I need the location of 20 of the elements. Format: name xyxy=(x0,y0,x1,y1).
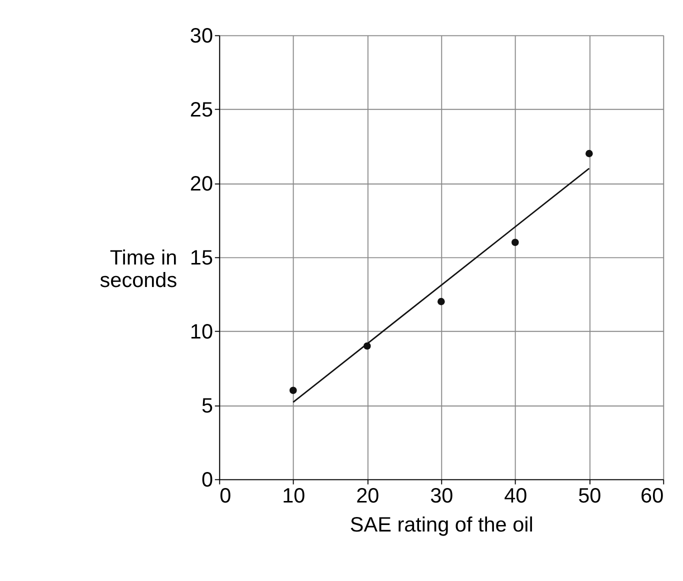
x-tick-label: 50 xyxy=(578,484,602,508)
y-tick-label: 10 xyxy=(190,320,214,344)
y-tick-label: 30 xyxy=(190,24,214,48)
x-tick-label: 10 xyxy=(282,484,306,508)
y-tick-label: 20 xyxy=(190,172,214,196)
point xyxy=(586,150,593,158)
point xyxy=(290,386,297,394)
x-tick-label: 0 xyxy=(220,484,232,508)
x-tick-label: 40 xyxy=(504,484,528,508)
y-tick-label: 25 xyxy=(190,98,214,122)
y-axis-title: Time in seconds xyxy=(100,246,178,292)
x-axis-title: SAE rating of the oil xyxy=(350,514,534,537)
point xyxy=(438,298,445,306)
point xyxy=(512,238,519,246)
y-tick-label: 0 xyxy=(201,468,214,492)
x-tick-label: 30 xyxy=(430,484,454,508)
y-tick-label: 5 xyxy=(201,394,214,418)
y-tick-label: 15 xyxy=(190,246,214,270)
x-tick-label: 60 xyxy=(640,484,664,508)
x-tick-label: 20 xyxy=(356,484,380,508)
